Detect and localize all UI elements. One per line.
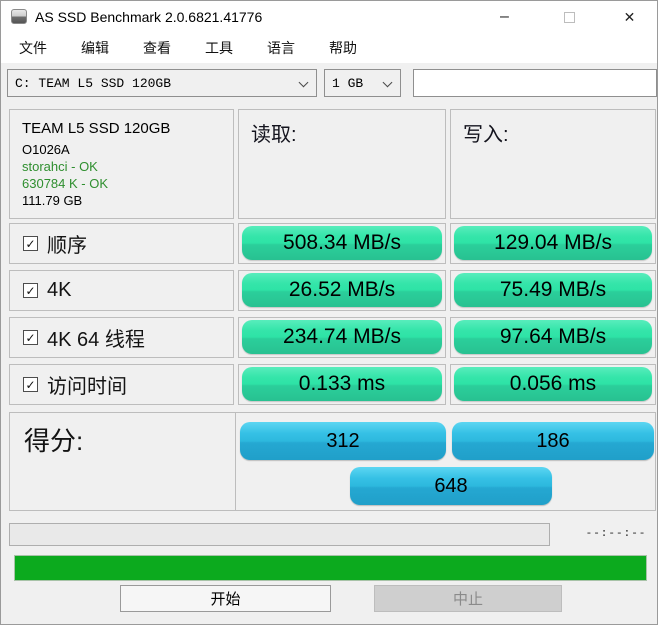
menu-edit[interactable]: 编辑 (81, 40, 109, 56)
4k-write-cell: 75.49 MB/s (450, 270, 656, 311)
test-label-4k: 4K (47, 279, 72, 301)
checkbox-acctime[interactable]: ✓ (23, 377, 38, 392)
score-label: 得分: (24, 426, 84, 456)
chevron-down-icon (382, 77, 393, 88)
score-divider (235, 413, 236, 510)
test-size-select[interactable]: 1 GB (324, 69, 401, 97)
check-icon: ✓ (25, 236, 36, 251)
checkbox-4k64[interactable]: ✓ (23, 330, 38, 345)
acctime-read-result: 0.133 ms (242, 367, 442, 401)
acctime-write-cell: 0.056 ms (450, 364, 656, 405)
seq-write-result: 129.04 MB/s (454, 226, 652, 260)
start-button[interactable]: 开始 (120, 585, 331, 612)
drive-select[interactable]: C: TEAM L5 SSD 120GB (7, 69, 317, 97)
test-row-acctime-label: ✓ 访问时间 (9, 364, 234, 405)
test-row-4k64-label: ✓ 4K 64 线程 (9, 317, 234, 358)
write-column-header: 写入: (450, 109, 656, 219)
chevron-down-icon (298, 77, 309, 88)
write-score-pill-wrap: 186 (452, 422, 654, 460)
alignment-status: 630784 K - OK (22, 176, 108, 192)
4k-read-result: 26.52 MB/s (242, 273, 442, 307)
total-score: 648 (350, 467, 552, 505)
test-label-4k64: 4K 64 线程 (47, 329, 145, 351)
4k64-write-cell: 97.64 MB/s (450, 317, 656, 358)
app-icon (11, 9, 27, 24)
test-row-4k-label: ✓ 4K (9, 270, 234, 311)
read-score-pill-wrap: 312 (240, 422, 446, 460)
4k64-write-result: 97.64 MB/s (454, 320, 652, 354)
test-label-seq: 顺序 (47, 235, 87, 257)
read-score: 312 (240, 422, 446, 460)
4k-write-result: 75.49 MB/s (454, 273, 652, 307)
drive-capacity: 111.79 GB (22, 193, 83, 209)
window-title: AS SSD Benchmark 2.0.6821.41776 (35, 9, 263, 25)
read-column-header: 读取: (238, 109, 446, 219)
close-button[interactable]: ✕ (607, 1, 652, 33)
score-section: 得分: 312 186 648 (9, 412, 656, 511)
menu-file[interactable]: 文件 (19, 40, 47, 56)
time-remaining: --:--:-- (585, 528, 647, 540)
test-row-seq-label: ✓ 顺序 (9, 223, 234, 264)
minimize-icon: – (500, 8, 509, 25)
checkbox-4k[interactable]: ✓ (23, 283, 38, 298)
minimize-button[interactable]: – (482, 1, 527, 33)
total-score-pill-wrap: 648 (350, 467, 552, 505)
write-score: 186 (452, 422, 654, 460)
menu-language[interactable]: 语言 (267, 40, 295, 56)
4k64-read-result: 234.74 MB/s (242, 320, 442, 354)
check-icon: ✓ (25, 283, 36, 298)
close-icon: ✕ (623, 8, 636, 25)
drive-info-panel: TEAM L5 SSD 120GB O1026A storahci - OK 6… (9, 109, 234, 219)
overall-progress-bar (14, 555, 647, 581)
toolbar-textbox[interactable] (413, 69, 657, 97)
menu-tools[interactable]: 工具 (205, 40, 233, 56)
acctime-read-cell: 0.133 ms (238, 364, 446, 405)
4k-read-cell: 26.52 MB/s (238, 270, 446, 311)
drive-select-value: C: TEAM L5 SSD 120GB (15, 75, 172, 91)
check-icon: ✓ (25, 377, 36, 392)
checkbox-seq[interactable]: ✓ (23, 236, 38, 251)
abort-button: 中止 (374, 585, 562, 612)
drive-model: TEAM L5 SSD 120GB (22, 120, 171, 137)
maximize-icon (564, 11, 575, 23)
check-icon: ✓ (25, 330, 36, 345)
test-label-acctime: 访问时间 (47, 376, 127, 398)
maximize-button[interactable] (547, 1, 592, 33)
title-bar: AS SSD Benchmark 2.0.6821.41776 – ✕ (1, 1, 657, 33)
seq-write-cell: 129.04 MB/s (450, 223, 656, 264)
test-size-value: 1 GB (332, 75, 364, 91)
seq-read-result: 508.34 MB/s (242, 226, 442, 260)
menu-bar: 文件 编辑 查看 工具 语言 帮助 (1, 33, 657, 63)
menu-help[interactable]: 帮助 (329, 40, 357, 56)
4k64-read-cell: 234.74 MB/s (238, 317, 446, 358)
acctime-write-result: 0.056 ms (454, 367, 652, 401)
driver-status: storahci - OK (22, 158, 98, 174)
seq-read-cell: 508.34 MB/s (238, 223, 446, 264)
progress-bar (9, 523, 550, 546)
drive-firmware: O1026A (22, 141, 70, 157)
menu-view[interactable]: 查看 (143, 40, 171, 56)
